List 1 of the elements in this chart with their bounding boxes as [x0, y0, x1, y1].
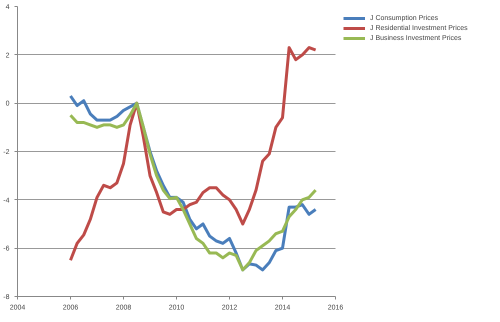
- line-series: [69, 46, 318, 262]
